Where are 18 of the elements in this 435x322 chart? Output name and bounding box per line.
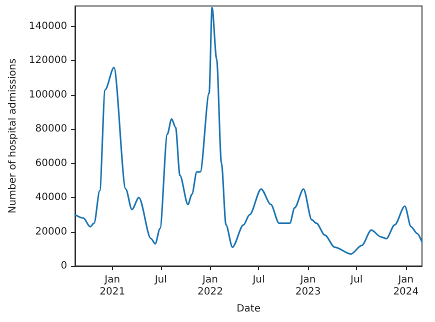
x-tick-label: Jul [350, 274, 363, 286]
x-tick-label: Jan 2024 [393, 274, 419, 298]
y-tick-label: 100000 [28, 89, 68, 100]
x-tick-label: Jul [154, 274, 167, 286]
y-tick-label: 40000 [35, 192, 68, 204]
y-tick-label: 20000 [35, 226, 68, 238]
y-axis-title: Number of hospital admissions [8, 58, 18, 214]
x-axis-title: Date [236, 304, 260, 314]
y-tick-label: 60000 [35, 158, 68, 169]
y-tick-label: 80000 [35, 124, 68, 135]
x-tick-label: Jan 2021 [100, 274, 126, 298]
x-tick-label: Jul [252, 274, 265, 286]
line-series [74, 6, 423, 255]
x-tick-label: Jan 2023 [295, 274, 321, 298]
y-tick-label: 0 [60, 260, 68, 272]
y-tick-label: 140000 [28, 21, 68, 32]
x-tick-label: Jan 2022 [197, 274, 223, 298]
y-tick-label: 120000 [28, 55, 68, 66]
